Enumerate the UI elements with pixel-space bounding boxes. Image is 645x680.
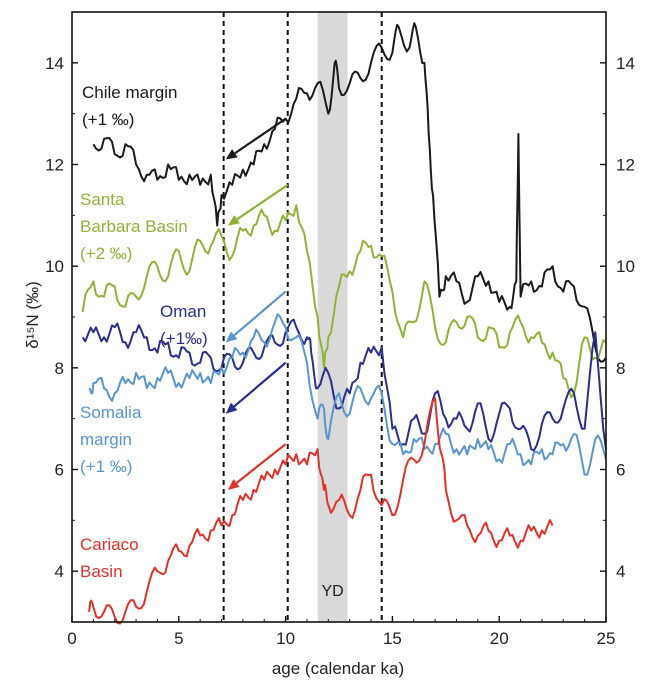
x-tick-label-5: 25: [597, 629, 616, 648]
y-tick-label-left-2: 8: [55, 359, 64, 378]
labels-group: Chile margin (+1 ‰) Santa Barbara Basin (+2 …: [80, 83, 208, 581]
series-label-1-0: Santa: [80, 190, 125, 209]
series-label-1-2: (+2 ‰): [80, 244, 132, 263]
y-tick-label-left-4: 12: [45, 156, 64, 175]
x-tick-label-3: 15: [383, 629, 402, 648]
arrow-head-4: [227, 479, 240, 490]
arrow-line-3: [233, 361, 287, 408]
y-tick-label-left-5: 14: [45, 54, 64, 73]
series-line-0: [92, 22, 607, 363]
series-line-4: [88, 397, 554, 625]
arrow-line-1: [236, 183, 289, 221]
x-axis-title: age (calendar ka): [272, 659, 404, 678]
y-tick-label-right-3: 10: [616, 257, 635, 276]
x-tick-label-0: 0: [67, 629, 76, 648]
series-label-4-1: Basin: [80, 562, 123, 581]
x-tick-label-2: 10: [276, 629, 295, 648]
y-tick-label-right-2: 8: [616, 359, 625, 378]
series-label-3-1: margin: [80, 430, 132, 449]
series-label-3-2: (+1 ‰): [80, 457, 132, 476]
series-label-0-0: Chile margin: [82, 83, 177, 102]
arrow-head-1: [227, 215, 240, 226]
y-tick-label-right-5: 14: [616, 54, 635, 73]
series-label-0-1: (+1 ‰): [82, 110, 134, 129]
series-label-4-0: Cariaco: [80, 535, 139, 554]
series-label-2-1: (+1‰): [160, 329, 208, 348]
series-line-1: [81, 204, 607, 399]
y-tick-label-right-4: 12: [616, 156, 635, 175]
series-label-3-0: Somalia: [80, 403, 142, 422]
y-tick-label-left-1: 6: [55, 461, 64, 480]
arrow-head-2: [225, 331, 238, 343]
series-line-3: [88, 313, 607, 476]
series-label-2-0: Oman: [160, 302, 206, 321]
y-tick-label-right-1: 6: [616, 461, 625, 480]
y-tick-label-left-0: 4: [55, 562, 64, 581]
yd-label: YD: [321, 583, 343, 600]
y-tick-label-right-0: 4: [616, 562, 625, 581]
y-tick-label-left-3: 10: [45, 257, 64, 276]
arrow-line-2: [233, 290, 287, 337]
series-group: [81, 22, 607, 625]
x-tick-label-1: 5: [174, 629, 183, 648]
arrow-line-0: [234, 117, 287, 155]
dashed-lines-group: [222, 12, 383, 622]
y-axis-title: δ¹⁵N (‰): [23, 281, 42, 349]
arrow-head-3: [225, 402, 238, 414]
series-line-2: [81, 318, 607, 452]
axes-group: 0 5 10 15 20 25 4 4 6 6 8 8 10 10 12 12 14 14: [45, 11, 635, 648]
arrow-head-0: [225, 149, 238, 160]
x-tick-label-4: 20: [490, 629, 509, 648]
arrows-group: [225, 117, 289, 490]
series-label-1-1: Barbara Basin: [80, 217, 188, 236]
arrow-line-4: [235, 443, 287, 484]
